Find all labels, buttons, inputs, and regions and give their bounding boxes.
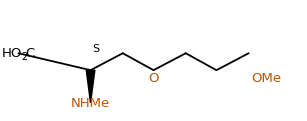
Text: 2: 2 [21, 52, 27, 62]
Polygon shape [86, 70, 95, 103]
Text: HO: HO [2, 47, 22, 60]
Text: S: S [92, 44, 99, 54]
Text: OMe: OMe [252, 72, 282, 85]
Text: NHMe: NHMe [71, 97, 110, 110]
Text: O: O [148, 72, 159, 85]
Text: C: C [25, 47, 34, 60]
